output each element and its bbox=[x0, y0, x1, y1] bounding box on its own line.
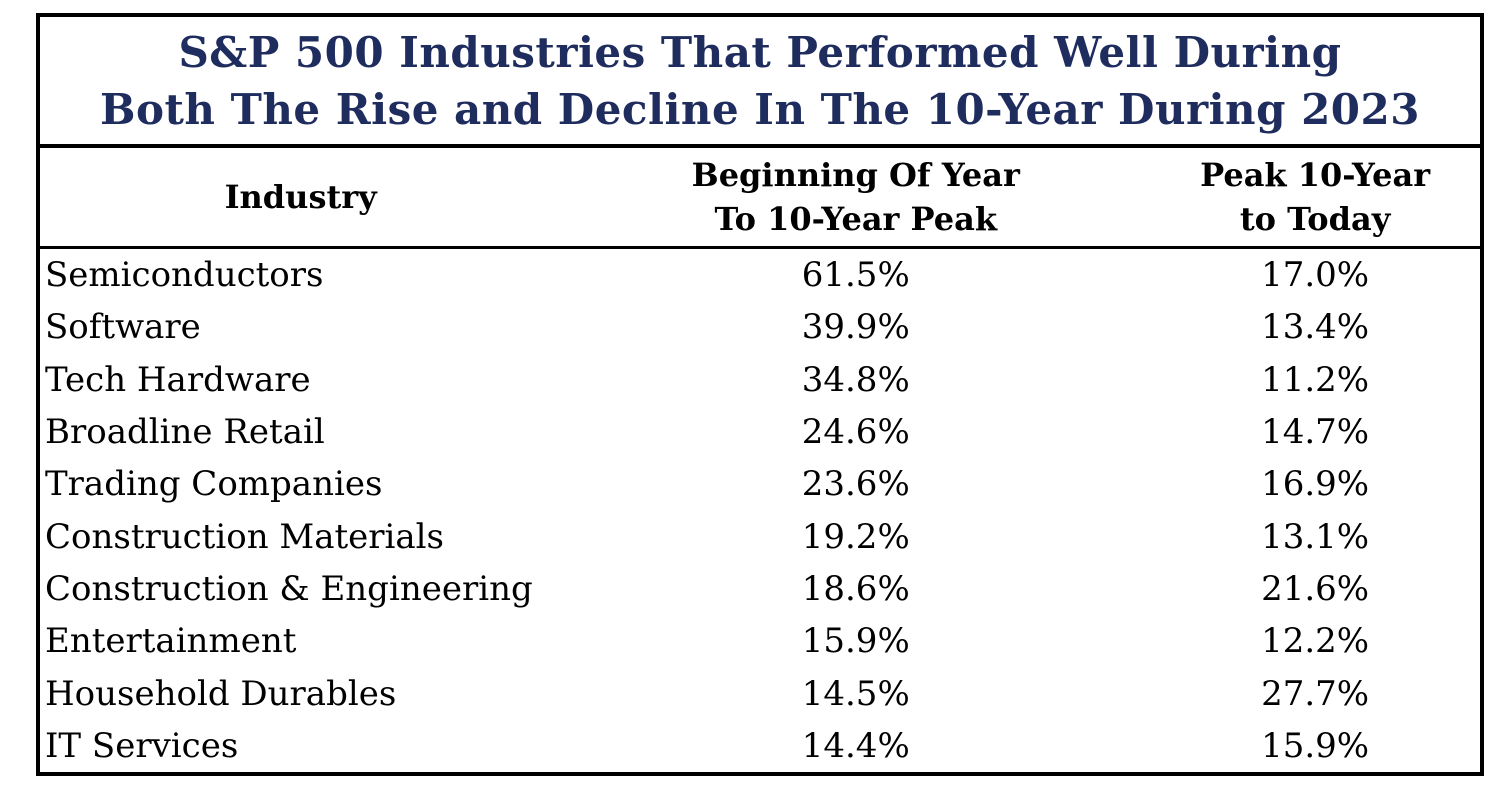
peak-to-today-cell: 11.2% bbox=[1261, 359, 1370, 400]
table-row: Software 39.9% 13.4% bbox=[40, 301, 1480, 353]
header-industry: Industry bbox=[40, 148, 561, 246]
table-row: IT Services 14.4% 15.9% bbox=[40, 720, 1480, 772]
beginning-to-peak-cell: 39.9% bbox=[801, 307, 910, 348]
peak-to-today-cell: 21.6% bbox=[1261, 568, 1370, 609]
table-row: Broadline Retail 24.6% 14.7% bbox=[40, 406, 1480, 458]
table-row: Construction Materials 19.2% 13.1% bbox=[40, 510, 1480, 562]
header-beginning-line2: To 10-Year Peak bbox=[714, 200, 998, 238]
industry-cell: Household Durables bbox=[45, 673, 397, 714]
peak-to-today-cell: 14.7% bbox=[1261, 412, 1370, 453]
table-header-row: Industry Beginning Of Year To 10-Year Pe… bbox=[40, 148, 1480, 249]
industry-cell: Broadline Retail bbox=[45, 412, 325, 453]
beginning-to-peak-cell: 19.2% bbox=[801, 516, 910, 557]
table-body: Semiconductors 61.5% 17.0% Software 39.9… bbox=[40, 249, 1480, 772]
beginning-to-peak-cell: 14.4% bbox=[801, 725, 910, 766]
industry-cell: Tech Hardware bbox=[45, 359, 311, 400]
peak-to-today-cell: 12.2% bbox=[1261, 621, 1370, 662]
industries-table: S&P 500 Industries That Performed Well D… bbox=[36, 13, 1484, 776]
table-row: Trading Companies 23.6% 16.9% bbox=[40, 458, 1480, 510]
industry-cell: Trading Companies bbox=[45, 464, 383, 505]
beginning-to-peak-cell: 15.9% bbox=[801, 621, 910, 662]
industry-cell: Construction Materials bbox=[45, 516, 444, 557]
header-peak-to-today: Peak 10-Year to Today bbox=[1150, 148, 1480, 246]
industry-cell: Semiconductors bbox=[45, 255, 324, 296]
header-beginning-line1: Beginning Of Year bbox=[691, 156, 1020, 194]
beginning-to-peak-cell: 34.8% bbox=[801, 359, 910, 400]
beginning-to-peak-cell: 23.6% bbox=[801, 464, 910, 505]
peak-to-today-cell: 27.7% bbox=[1261, 673, 1370, 714]
table-title-line2: Both The Rise and Decline In The 10-Year… bbox=[100, 84, 1420, 134]
table-row: Entertainment 15.9% 12.2% bbox=[40, 615, 1480, 667]
peak-to-today-cell: 16.9% bbox=[1261, 464, 1370, 505]
industry-cell: Software bbox=[45, 307, 201, 348]
table-row: Tech Hardware 34.8% 11.2% bbox=[40, 354, 1480, 406]
header-industry-label: Industry bbox=[224, 178, 377, 216]
table-row: Semiconductors 61.5% 17.0% bbox=[40, 249, 1480, 301]
table-title: S&P 500 Industries That Performed Well D… bbox=[40, 17, 1480, 148]
header-peak-line1: Peak 10-Year bbox=[1200, 156, 1431, 194]
industry-cell: Entertainment bbox=[45, 621, 297, 662]
beginning-to-peak-cell: 18.6% bbox=[801, 568, 910, 609]
header-beginning-to-peak: Beginning Of Year To 10-Year Peak bbox=[561, 148, 1150, 246]
peak-to-today-cell: 15.9% bbox=[1261, 725, 1370, 766]
beginning-to-peak-cell: 24.6% bbox=[801, 412, 910, 453]
table-title-line1: S&P 500 Industries That Performed Well D… bbox=[178, 27, 1342, 77]
header-peak-line2: to Today bbox=[1239, 200, 1391, 238]
peak-to-today-cell: 17.0% bbox=[1261, 255, 1370, 296]
industry-cell: Construction & Engineering bbox=[45, 568, 533, 609]
peak-to-today-cell: 13.4% bbox=[1261, 307, 1370, 348]
industry-cell: IT Services bbox=[45, 725, 239, 766]
beginning-to-peak-cell: 61.5% bbox=[801, 255, 910, 296]
table-row: Construction & Engineering 18.6% 21.6% bbox=[40, 563, 1480, 615]
peak-to-today-cell: 13.1% bbox=[1261, 516, 1370, 557]
beginning-to-peak-cell: 14.5% bbox=[801, 673, 910, 714]
table-row: Household Durables 14.5% 27.7% bbox=[40, 667, 1480, 719]
